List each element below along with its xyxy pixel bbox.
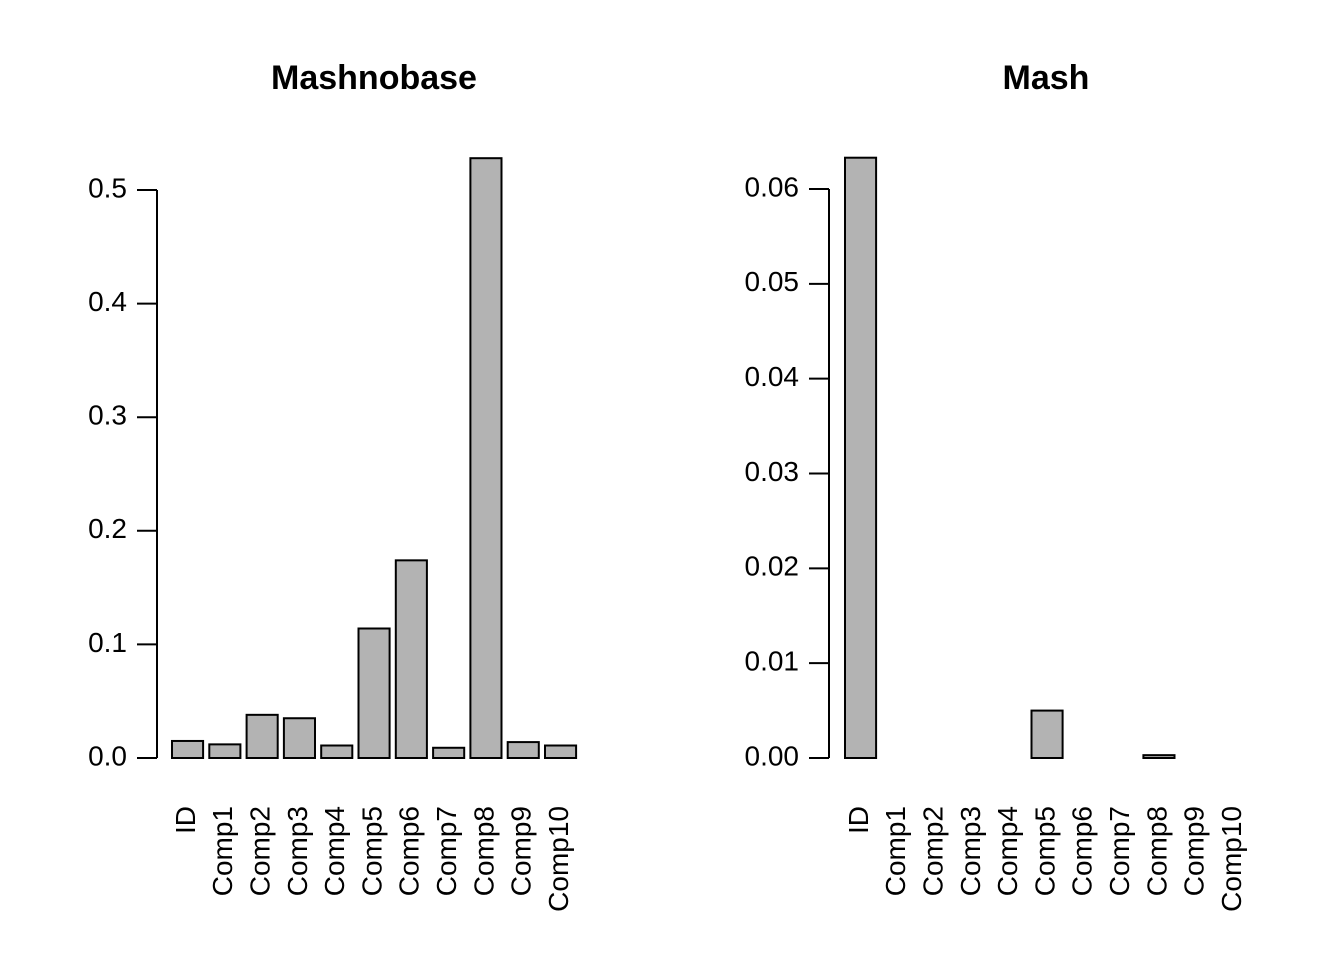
x-category-label: Comp10 <box>1216 806 1247 912</box>
bar-comp5 <box>357 627 391 759</box>
x-category-label: Comp6 <box>1067 806 1098 896</box>
bar-comp8 <box>469 157 503 759</box>
y-tick-label: 0.1 <box>88 627 127 658</box>
y-tick-label: 0.04 <box>745 361 800 392</box>
bar-id <box>171 739 205 760</box>
bar-comp5 <box>1030 709 1064 759</box>
x-category-label: Comp1 <box>880 806 911 896</box>
x-category-label: Comp7 <box>1104 806 1135 896</box>
y-tick-label: 0.00 <box>745 740 800 771</box>
bar-comp10 <box>544 744 578 760</box>
x-category-label: Comp1 <box>207 806 238 896</box>
chart-title: Mash <box>1003 59 1090 97</box>
bar-id <box>844 156 878 759</box>
x-category-label: Comp2 <box>918 806 949 896</box>
y-tick-label: 0.02 <box>745 551 800 582</box>
y-tick-label: 0.05 <box>745 266 800 297</box>
x-category-label: Comp3 <box>955 806 986 896</box>
y-tick-label: 0.06 <box>745 171 800 202</box>
x-category-label: Comp3 <box>282 806 313 896</box>
x-category-label: Comp5 <box>356 806 387 896</box>
x-category-label: Comp6 <box>394 806 425 896</box>
chart-panel-1: Mashnobase 0.0 0.1 0.2 0.3 0.4 0.5 ID Comp1 Comp2… <box>88 59 578 912</box>
x-category-label: Comp5 <box>1029 806 1060 896</box>
bar-comp8 <box>1142 754 1176 760</box>
bar-comp3 <box>282 717 316 759</box>
x-category-label: Comp7 <box>431 806 462 896</box>
y-tick-label: 0.4 <box>88 286 127 317</box>
x-category-label: Comp8 <box>468 806 499 896</box>
x-category-label: ID <box>170 806 201 834</box>
bar-comp2 <box>245 713 279 759</box>
x-category-label: Comp9 <box>506 806 537 896</box>
x-category-label: Comp10 <box>543 806 574 912</box>
bar-comp1 <box>208 743 242 759</box>
x-category-label: Comp4 <box>319 806 350 896</box>
y-tick-label: 0.5 <box>88 172 127 203</box>
chart-title: Mashnobase <box>271 59 477 97</box>
x-category-label: Comp8 <box>1141 806 1172 896</box>
bar-comp4 <box>320 744 354 760</box>
x-category-label: Comp2 <box>245 806 276 896</box>
bar-comp6 <box>394 559 428 759</box>
x-category-label: ID <box>843 806 874 834</box>
y-tick-label: 0.0 <box>88 740 127 771</box>
bar-comp9 <box>506 741 540 760</box>
y-tick-label: 0.01 <box>745 646 800 677</box>
x-category-label: Comp9 <box>1179 806 1210 896</box>
x-category-label: Comp4 <box>992 806 1023 896</box>
y-tick-label: 0.03 <box>745 456 800 487</box>
y-tick-label: 0.3 <box>88 400 127 431</box>
bar-comp7 <box>432 746 466 760</box>
y-tick-label: 0.2 <box>88 513 127 544</box>
